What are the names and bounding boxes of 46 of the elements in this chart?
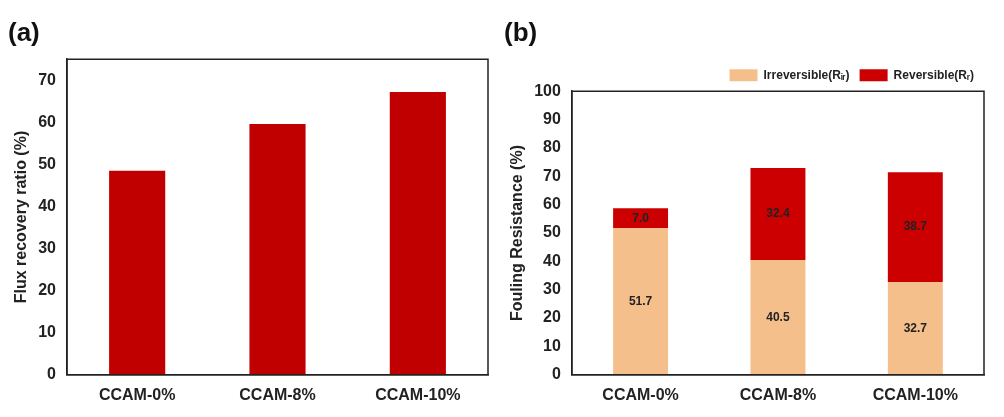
y-tick-label: 100 [534, 81, 561, 99]
x-tick-label: CCAM-10% [872, 385, 958, 403]
bar [887, 172, 943, 283]
y-tick-label: 30 [543, 280, 561, 298]
y-tick-label: 70 [38, 70, 57, 88]
x-tick-label: CCAM-8% [739, 385, 817, 403]
legend-label: Irreversible(Rᵢᵣ) [763, 67, 850, 82]
y-tick-label: 20 [543, 308, 561, 326]
y-tick-label: 30 [38, 238, 57, 256]
chart-title: (a) [8, 16, 40, 47]
bar [249, 124, 306, 375]
y-axis-title: Fouling Resistance (%) [508, 144, 526, 322]
bar [750, 259, 806, 375]
y-tick-label: 90 [543, 109, 561, 127]
chart-title: (b) [504, 16, 538, 47]
x-tick-label: CCAM-8% [239, 385, 316, 403]
bar [613, 228, 669, 375]
data-label: 40.5 [766, 309, 790, 324]
data-label: 32.4 [766, 206, 790, 221]
y-axis-title: Flux recovery ratio (%) [12, 130, 30, 304]
y-tick-label: 20 [38, 281, 57, 299]
bar [750, 168, 806, 260]
y-tick-label: 60 [543, 195, 561, 213]
y-tick-label: 50 [38, 154, 57, 172]
y-tick-label: 10 [38, 323, 57, 341]
y-tick-label: 60 [38, 112, 57, 130]
bar [887, 282, 943, 375]
y-tick-label: 10 [543, 336, 561, 354]
y-tick-label: 50 [543, 223, 561, 241]
x-tick-label: CCAM-0% [602, 385, 679, 403]
y-tick-label: 0 [47, 365, 57, 383]
bar [389, 92, 446, 375]
legend-label: Reversible(Rᵣ) [893, 67, 975, 82]
y-tick-label: 40 [38, 196, 57, 214]
data-label: 51.7 [628, 293, 653, 308]
y-tick-label: 0 [551, 365, 561, 383]
bar [613, 208, 669, 229]
data-label: 32.7 [903, 320, 928, 335]
data-label: 38.7 [903, 219, 928, 234]
x-tick-label: CCAM-0% [98, 385, 176, 403]
data-label: 7.0 [632, 210, 650, 225]
y-tick-label: 70 [543, 166, 561, 184]
x-tick-label: CCAM-10% [375, 385, 461, 403]
y-tick-label: 80 [543, 138, 561, 156]
bar [109, 170, 166, 375]
y-tick-label: 40 [543, 251, 561, 269]
